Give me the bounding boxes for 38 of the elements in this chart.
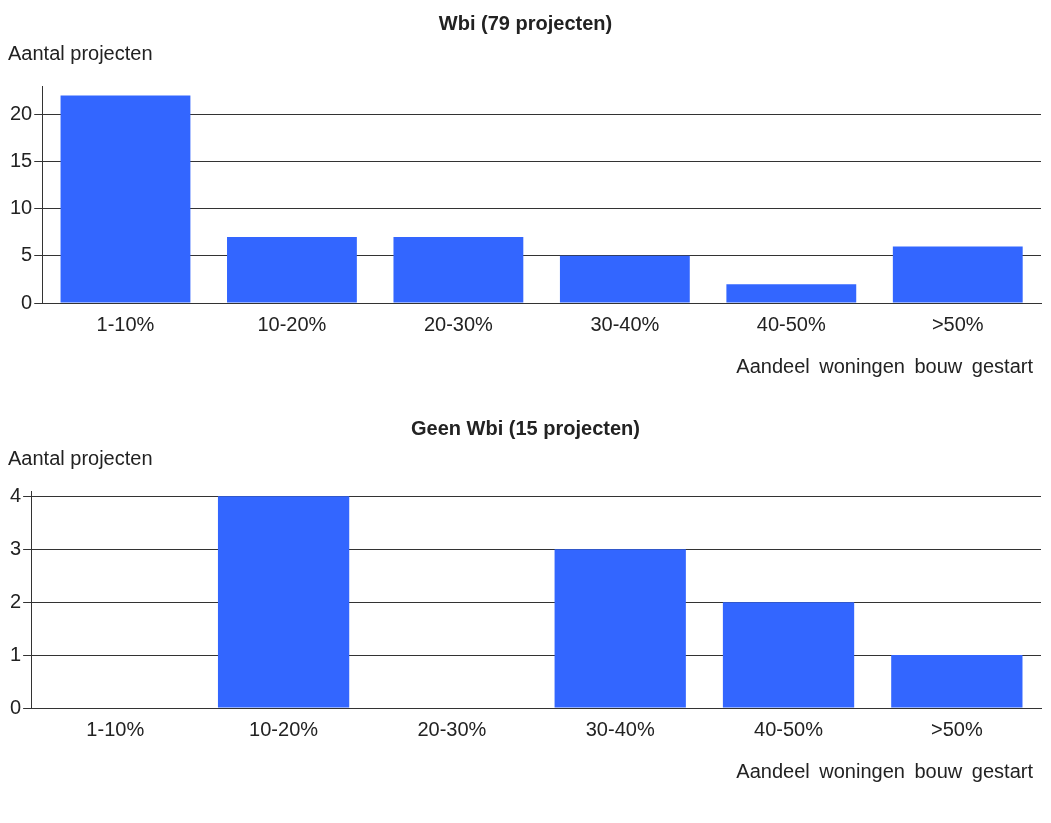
bar xyxy=(722,602,855,708)
x-tick-label: >50% xyxy=(930,717,983,740)
y-tick-label: 10 xyxy=(10,196,33,219)
y-axis-title: Aantal projecten xyxy=(8,447,154,471)
y-tick-label: 20 xyxy=(10,101,33,124)
x-tick-label: 30-40% xyxy=(590,312,660,335)
x-tick-label: 20-30% xyxy=(423,312,494,335)
x-tick-label: 40-50% xyxy=(756,312,826,335)
y-tick-label: 1 xyxy=(10,642,22,665)
y-tick-label: 4 xyxy=(10,483,22,506)
x-tick-label: 1-10% xyxy=(96,312,155,335)
x-tick-label: 30-40% xyxy=(585,717,655,740)
bar xyxy=(217,496,350,708)
bar xyxy=(60,95,191,303)
y-tick-label: 5 xyxy=(21,243,33,266)
x-axis-title: Aandeel woningen bouw gestart xyxy=(735,354,1034,379)
y-tick-label: 2 xyxy=(10,589,22,612)
x-tick-label: 40-50% xyxy=(754,717,824,740)
y-tick-label: 15 xyxy=(10,148,33,171)
bar xyxy=(726,284,857,303)
x-tick-label: 10-20% xyxy=(257,312,327,335)
chart-title: Wbi (79 projecten) xyxy=(437,12,614,36)
chart-title: Geen Wbi (15 projecten) xyxy=(410,417,641,441)
bar xyxy=(554,549,686,708)
y-axis-title: Aantal projecten xyxy=(8,42,154,66)
bar xyxy=(227,236,357,303)
bar xyxy=(892,246,1023,303)
y-tick-label: 0 xyxy=(21,290,33,313)
y-tick-label: 3 xyxy=(10,536,22,559)
bar xyxy=(891,655,1023,708)
x-tick-label: 20-30% xyxy=(417,717,487,740)
bar xyxy=(559,255,690,303)
y-tick-label: 0 xyxy=(10,695,22,718)
x-tick-label: >50% xyxy=(931,312,984,335)
x-tick-label: 1-10% xyxy=(86,717,145,740)
x-tick-label: 10-20% xyxy=(249,717,319,740)
x-axis-title: Aandeel woningen bouw gestart xyxy=(735,759,1034,784)
bar xyxy=(393,236,524,303)
